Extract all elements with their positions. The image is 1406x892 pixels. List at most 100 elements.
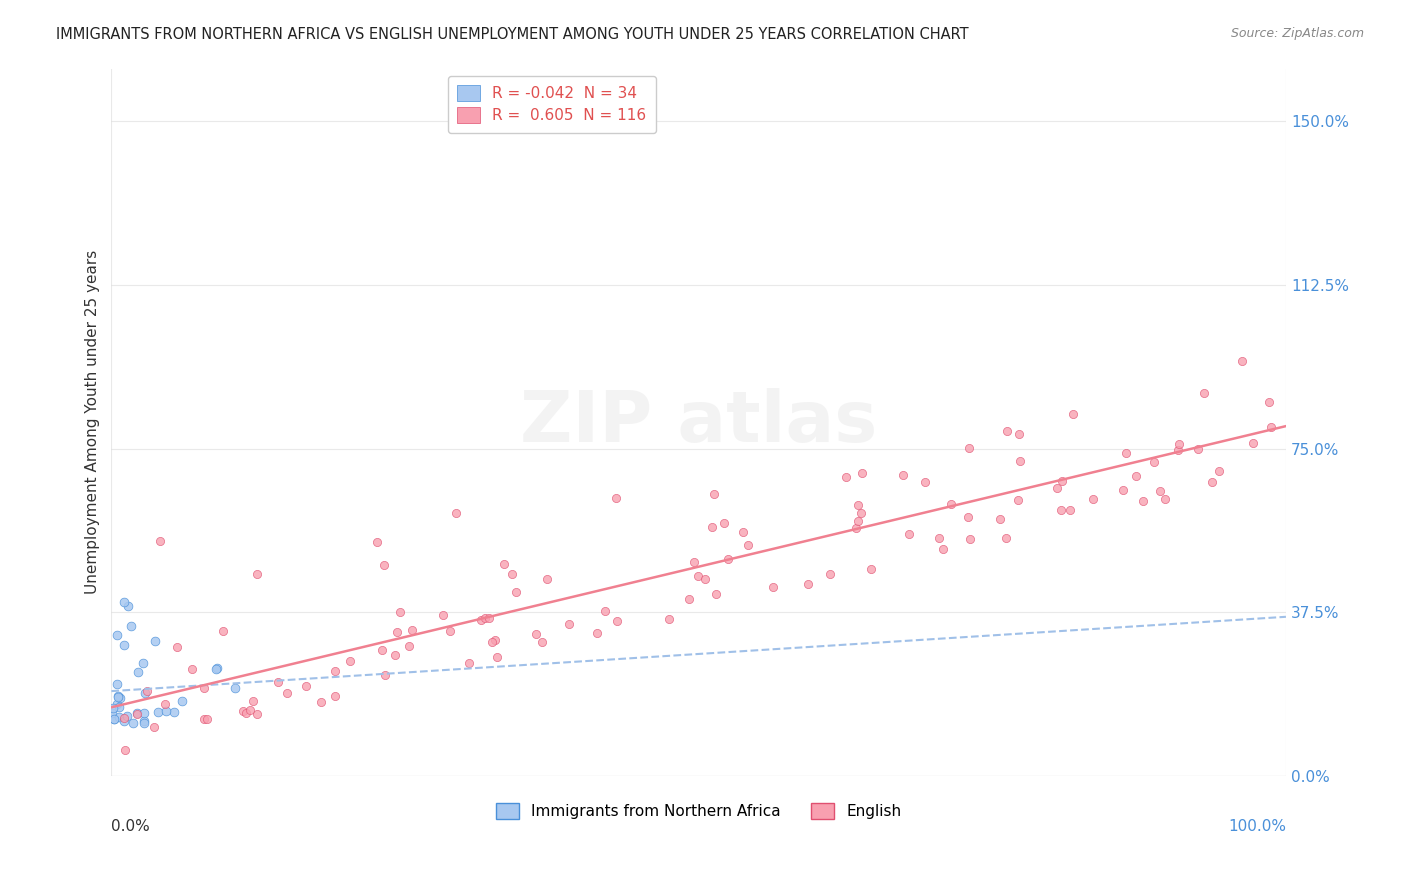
Point — [1167, 442, 1189, 457]
Text: Source: ZipAtlas.com: Source: ZipAtlas.com — [1230, 27, 1364, 40]
Point — [267, 674, 290, 689]
Point — [166, 640, 188, 654]
Point — [235, 706, 257, 721]
Point — [107, 710, 129, 724]
Point — [1187, 442, 1209, 456]
Point — [486, 650, 509, 665]
Point — [112, 711, 135, 725]
Point — [593, 604, 616, 618]
Point — [180, 662, 202, 676]
Point — [1149, 484, 1171, 499]
Point — [470, 613, 492, 627]
Point — [163, 705, 186, 719]
Point — [276, 685, 298, 699]
Point — [125, 707, 148, 722]
Point — [1192, 386, 1215, 401]
Point — [127, 665, 149, 679]
Point — [492, 557, 515, 571]
Point — [103, 711, 125, 725]
Point — [112, 714, 135, 728]
Point — [484, 633, 506, 648]
Point — [232, 704, 254, 718]
Point — [444, 506, 467, 520]
Point — [957, 509, 980, 524]
Point — [149, 534, 172, 549]
Point — [1059, 503, 1081, 517]
Point — [242, 694, 264, 708]
Point — [120, 619, 142, 633]
Point — [117, 599, 139, 614]
Point — [389, 605, 412, 619]
Point — [1050, 474, 1073, 488]
Point — [1050, 503, 1073, 517]
Point — [505, 585, 527, 599]
Point — [371, 643, 394, 657]
Point — [134, 685, 156, 699]
Point — [939, 497, 962, 511]
Point — [155, 704, 177, 718]
Point — [103, 712, 125, 726]
Point — [536, 572, 558, 586]
Point — [762, 580, 785, 594]
Point — [323, 664, 346, 678]
Point — [108, 691, 131, 706]
Point — [474, 611, 496, 625]
Text: ZIP atlas: ZIP atlas — [520, 388, 877, 457]
Point — [846, 498, 869, 512]
Point — [211, 624, 233, 638]
Point — [849, 506, 872, 520]
Point — [1167, 437, 1189, 451]
Point — [1115, 445, 1137, 459]
Point — [125, 706, 148, 721]
Point — [374, 668, 396, 682]
Point — [898, 527, 921, 541]
Point — [132, 716, 155, 731]
Point — [683, 555, 706, 569]
Point — [658, 612, 681, 626]
Point — [1230, 354, 1253, 368]
Point — [1132, 494, 1154, 508]
Point — [101, 701, 124, 715]
Point — [1112, 483, 1135, 497]
Point — [294, 679, 316, 693]
Point — [205, 662, 228, 676]
Point — [914, 475, 936, 490]
Point — [1062, 407, 1084, 421]
Point — [586, 625, 609, 640]
Point — [136, 684, 159, 698]
Point — [146, 705, 169, 719]
Text: 0.0%: 0.0% — [111, 819, 150, 834]
Point — [143, 720, 166, 734]
Point — [105, 628, 128, 642]
Point — [1201, 475, 1223, 490]
Point — [995, 531, 1018, 545]
Point — [688, 568, 710, 582]
Point — [458, 657, 481, 671]
Point — [717, 552, 740, 566]
Point — [835, 470, 858, 484]
Point — [713, 516, 735, 530]
Point — [172, 694, 194, 708]
Point — [704, 586, 727, 600]
Point — [1153, 491, 1175, 506]
Point — [439, 624, 461, 638]
Point — [678, 592, 700, 607]
Point — [373, 558, 395, 573]
Point — [605, 491, 627, 505]
Point — [928, 531, 950, 545]
Point — [531, 635, 554, 649]
Point — [132, 714, 155, 728]
Point — [1241, 435, 1264, 450]
Point — [851, 466, 873, 480]
Point — [693, 572, 716, 586]
Point — [957, 441, 980, 455]
Point — [481, 634, 503, 648]
Point — [846, 514, 869, 528]
Point — [153, 697, 176, 711]
Point — [112, 638, 135, 652]
Point — [524, 626, 547, 640]
Point — [700, 519, 723, 533]
Point — [107, 690, 129, 704]
Point — [478, 611, 501, 625]
Point — [366, 534, 388, 549]
